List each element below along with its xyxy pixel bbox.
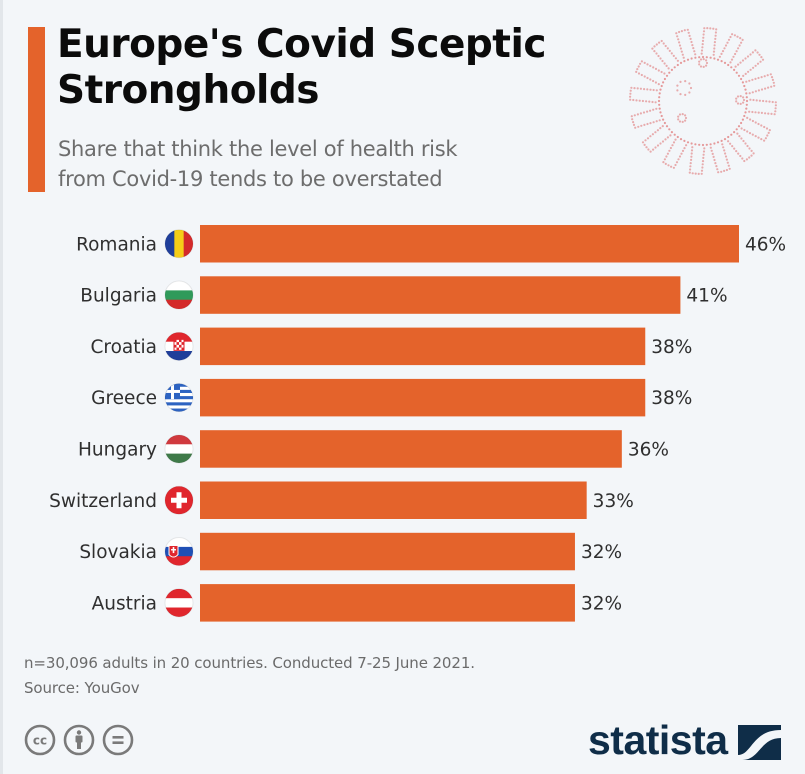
chart-row: Greece 38% xyxy=(91,378,692,417)
no-derivatives-icon[interactable] xyxy=(102,724,134,756)
flag-outline xyxy=(164,434,194,464)
chart-row: Hungary 36% xyxy=(78,430,669,468)
category-label: Hungary xyxy=(78,439,157,460)
category-label: Switzerland xyxy=(49,491,157,512)
switzerland-flag-icon xyxy=(165,486,193,515)
cc-icon[interactable]: cc xyxy=(24,724,56,756)
bar xyxy=(200,481,587,519)
subtitle-line-1: Share that think the level of health ris… xyxy=(58,137,458,161)
statista-logo[interactable]: statista xyxy=(588,718,781,762)
category-label: Austria xyxy=(92,593,157,614)
coronavirus-dotted-icon xyxy=(629,27,777,175)
chart-title: Europe's Covid Sceptic Strongholds xyxy=(57,22,546,113)
flag-outline xyxy=(164,383,194,413)
license-icons: cc xyxy=(24,724,134,756)
category-label: Greece xyxy=(91,388,157,409)
chart-subtitle: Share that think the level of health ris… xyxy=(58,134,578,194)
bar xyxy=(200,225,739,263)
title-accent-bar xyxy=(28,27,45,192)
chart-row: Bulgaria 41% xyxy=(80,276,728,314)
romania-flag-icon xyxy=(165,229,193,258)
attribution-icon[interactable] xyxy=(63,724,95,756)
chart-row: Romania 46% xyxy=(76,225,786,263)
hungary-flag-icon xyxy=(165,434,193,463)
chart-footnote: n=30,096 adults in 20 countries. Conduct… xyxy=(24,651,475,701)
chart-row: Switzerland 33% xyxy=(49,481,634,519)
statista-mark-icon xyxy=(737,724,781,760)
bar xyxy=(200,430,622,468)
value-label: 46% xyxy=(745,234,786,255)
chart-row: Croatia 38% xyxy=(90,327,692,366)
flag-outline xyxy=(164,588,194,618)
croatia-flag-icon xyxy=(165,332,193,361)
flag-outline xyxy=(164,280,194,310)
sample-note: n=30,096 adults in 20 countries. Conduct… xyxy=(24,654,475,672)
flag-outline xyxy=(164,485,194,515)
bar xyxy=(200,276,681,314)
source-note: Source: YouGov xyxy=(24,679,140,697)
austria-flag-icon xyxy=(165,588,193,617)
category-label: Slovakia xyxy=(79,542,157,563)
flag-outline xyxy=(164,537,194,567)
value-label: 33% xyxy=(593,491,634,512)
bar-chart: Romania 46% Bulgaria 41% Croatia 38% Greece 38%… xyxy=(49,225,786,622)
chart-row: Slovakia 32% xyxy=(79,532,622,571)
subtitle-line-2: from Covid-19 tends to be overstated xyxy=(58,167,443,191)
flag-outline xyxy=(164,229,194,259)
value-label: 32% xyxy=(581,593,622,614)
category-label: Croatia xyxy=(90,337,157,358)
value-label: 36% xyxy=(628,439,669,460)
bar xyxy=(200,532,575,571)
slovakia-flag-icon xyxy=(165,537,193,566)
flag-outline xyxy=(164,331,194,361)
chart-row: Austria 32% xyxy=(92,584,622,622)
left-border xyxy=(0,0,3,774)
value-label: 32% xyxy=(581,542,622,563)
bar xyxy=(200,327,646,366)
category-label: Romania xyxy=(76,234,157,255)
value-label: 41% xyxy=(686,286,727,307)
category-label: Bulgaria xyxy=(80,286,157,307)
value-label: 38% xyxy=(651,388,692,409)
svg-text:cc: cc xyxy=(33,734,47,748)
value-label: 38% xyxy=(651,337,692,358)
statista-wordmark: statista xyxy=(588,717,728,763)
bar xyxy=(200,584,575,622)
bulgaria-flag-icon xyxy=(165,281,193,310)
bar xyxy=(200,378,646,417)
